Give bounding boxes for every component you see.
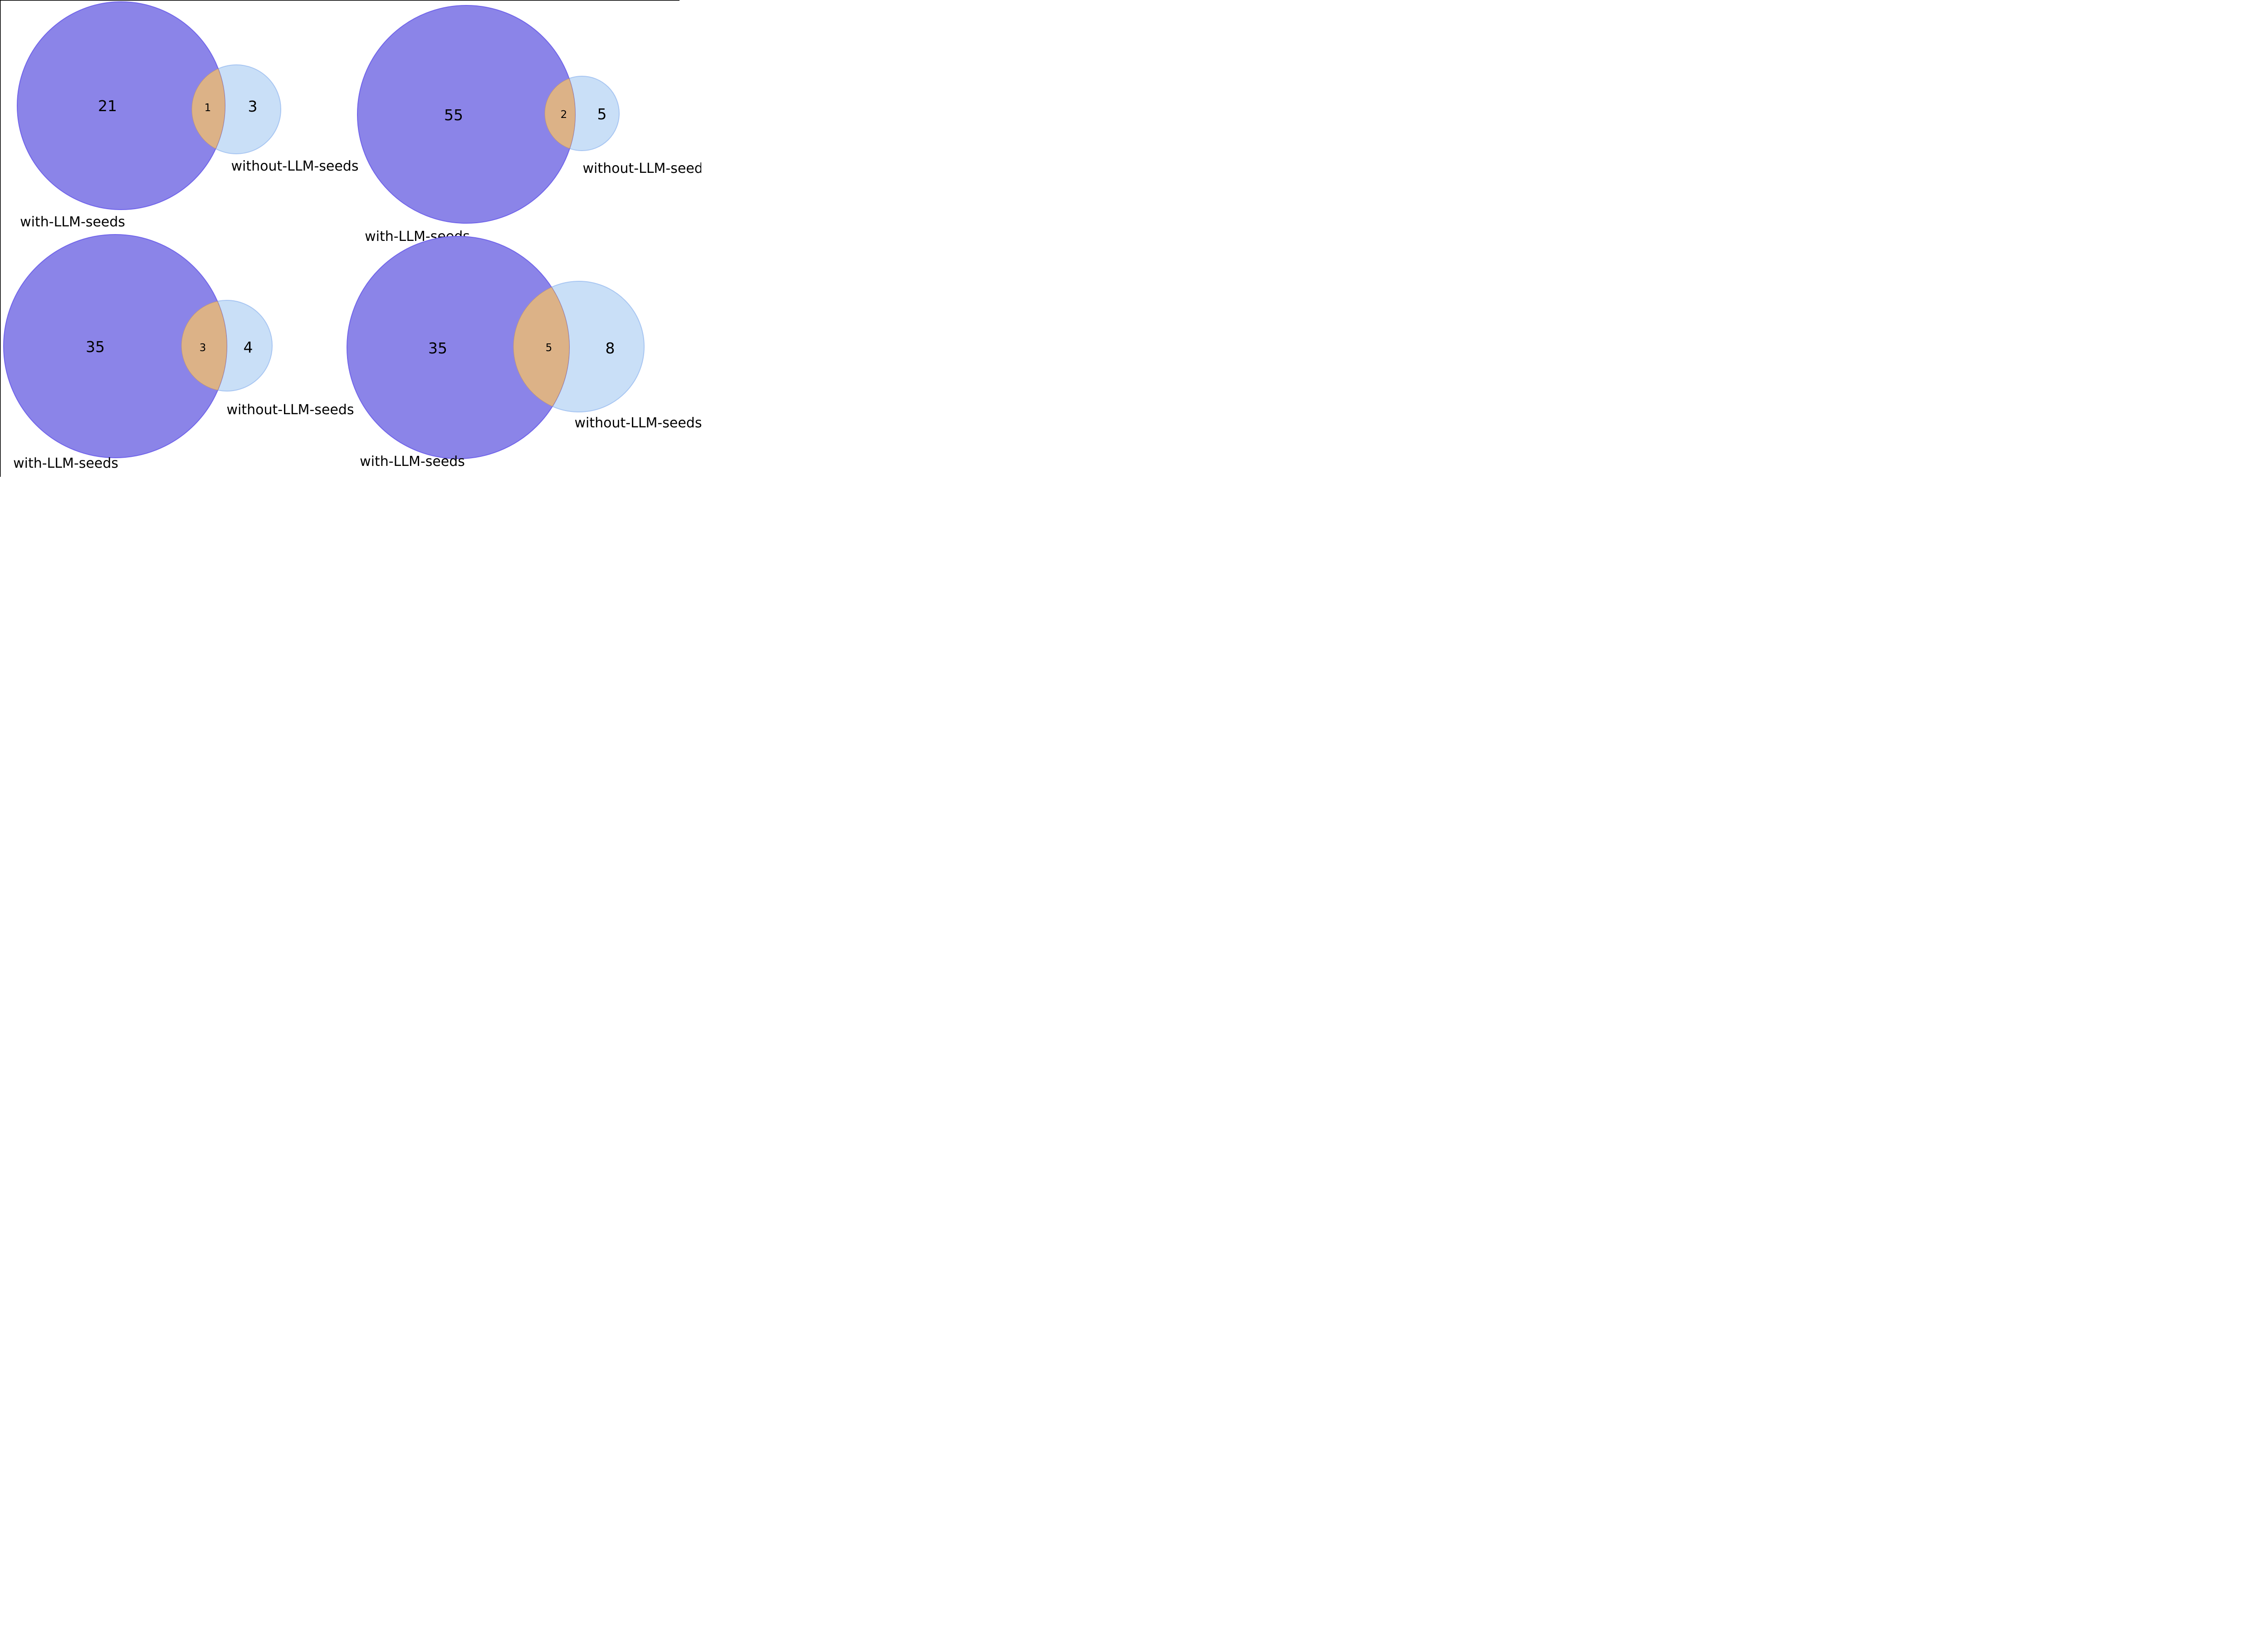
count-a-only: 21 [98,97,117,115]
intersection-region [181,301,227,391]
venn-bottom-right: 35 5 8 with-LLM-seeds without-LLM-seeds [347,236,701,470]
venn-bottom-left: 35 3 4 with-LLM-seeds without-LLM-seeds [3,234,354,471]
count-b-only: 5 [597,105,607,123]
count-a-only: 55 [444,106,463,124]
label-with-llm-seeds: with-LLM-seeds [20,214,125,230]
count-a-only: 35 [86,338,105,356]
venn-figure: 21 1 3 with-LLM-seeds without-LLM-seeds … [0,0,701,477]
intersection-region [544,78,576,149]
count-b-only: 8 [606,339,615,357]
label-without-llm-seeds: without-LLM-seeds [575,415,701,431]
label-with-llm-seeds: with-LLM-seeds [360,454,465,470]
label-without-llm-seeds: without-LLM-seeds [583,161,701,176]
count-b-only: 3 [248,98,258,115]
count-b-only: 4 [244,338,253,356]
window-border-top [0,0,679,1]
label-without-llm-seeds: without-LLM-seeds [227,402,354,418]
label-without-llm-seeds: without-LLM-seeds [231,158,359,174]
venn-top-right: 55 2 5 with-LLM-seeds without-LLM-seeds [357,5,701,245]
window-border-left [0,0,1,477]
count-intersection: 5 [546,342,552,354]
venn-top-left: 21 1 3 with-LLM-seeds without-LLM-seeds [17,1,359,230]
venn-canvas: 21 1 3 with-LLM-seeds without-LLM-seeds … [0,0,701,477]
intersection-region [191,68,225,149]
intersection-region [513,287,570,407]
count-intersection: 1 [205,102,211,114]
count-intersection: 3 [200,342,206,354]
label-with-llm-seeds: with-LLM-seeds [13,455,118,471]
circle-with-llm-seeds [357,5,576,224]
count-intersection: 2 [561,109,567,121]
count-a-only: 35 [428,339,447,357]
